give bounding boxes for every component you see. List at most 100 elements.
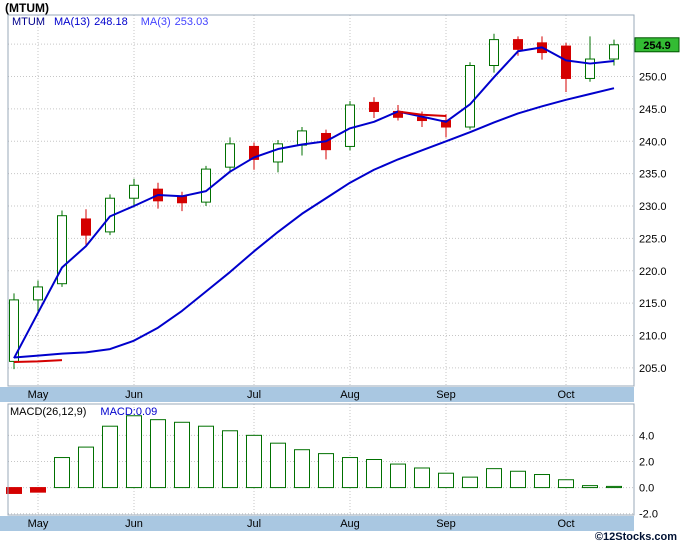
month-label: May bbox=[28, 389, 49, 401]
macd-bar bbox=[102, 425, 118, 489]
legend-ma3-value: 253.03 bbox=[174, 16, 209, 28]
price-y-tick-label: 250.0 bbox=[639, 72, 667, 84]
price-y-tick-label: 230.0 bbox=[639, 201, 667, 213]
macd-bar bbox=[582, 485, 598, 489]
macd-legend: MACD(26,12,9) MACD:0.09 bbox=[10, 406, 157, 418]
price-y-tick-label: 215.0 bbox=[639, 298, 667, 310]
macd-bar bbox=[342, 457, 358, 489]
candle-body bbox=[369, 101, 379, 112]
macd-bar bbox=[270, 442, 286, 489]
price-y-axis: 255.0250.0245.0240.0235.0230.0225.0220.0… bbox=[639, 39, 667, 375]
macd-value-label: MACD:0.09 bbox=[100, 406, 158, 418]
legend-ma13-value: 248.18 bbox=[94, 16, 128, 28]
month-band-macd: May Jun Jul Aug Sep Oct bbox=[0, 516, 634, 531]
page-title: (MTUM) bbox=[5, 1, 49, 15]
macd-bar bbox=[510, 470, 526, 489]
candle-body bbox=[489, 39, 499, 67]
price-tag-box bbox=[634, 37, 680, 53]
price-tag-text: 254.9 bbox=[643, 40, 671, 52]
macd-bar bbox=[366, 459, 382, 489]
candle-body bbox=[609, 44, 619, 60]
legend-symbol: MTUM bbox=[12, 16, 45, 28]
candle-body bbox=[561, 45, 571, 79]
legend-ma3-label: MA(3) bbox=[140, 16, 171, 28]
macd-bar bbox=[150, 419, 166, 489]
macd-y-tick-label: -2.0 bbox=[639, 509, 658, 521]
macd-y-axis: 4.0 2.0 0.0 -2.0 bbox=[639, 430, 658, 520]
candle-body bbox=[57, 215, 67, 285]
ma-red-segments bbox=[13, 110, 447, 364]
price-y-tick-label: 235.0 bbox=[639, 169, 667, 181]
macd-params-label: MACD(26,12,9) bbox=[10, 406, 87, 418]
month-label: May bbox=[28, 518, 49, 530]
macd-bar bbox=[222, 430, 238, 489]
ma-red-segment bbox=[13, 359, 63, 364]
month-band-price: May Jun Jul Aug Sep Oct bbox=[0, 387, 634, 402]
macd-bar bbox=[414, 467, 430, 489]
price-tag: 254.9 bbox=[634, 37, 680, 53]
macd-bar bbox=[486, 468, 502, 489]
macd-bar bbox=[438, 472, 454, 489]
macd-bar bbox=[78, 446, 94, 489]
macd-bar bbox=[390, 463, 406, 489]
month-label: Jun bbox=[125, 389, 143, 401]
candle-body bbox=[273, 143, 283, 163]
candle-body bbox=[129, 184, 139, 199]
month-label: Sep bbox=[436, 518, 456, 530]
month-axis-band bbox=[0, 387, 634, 402]
candle-body bbox=[249, 145, 259, 160]
macd-bar bbox=[318, 453, 334, 489]
legend-ma13-label: MA(13) bbox=[54, 16, 91, 28]
candle-body bbox=[585, 58, 595, 79]
month-label: Oct bbox=[557, 389, 574, 401]
candle-body bbox=[225, 143, 235, 168]
month-label: Jun bbox=[125, 518, 143, 530]
macd-bar bbox=[30, 487, 46, 493]
macd-bar bbox=[54, 457, 70, 489]
ma3-line bbox=[13, 46, 615, 359]
macd-bar bbox=[6, 487, 22, 494]
month-label: Aug bbox=[340, 389, 360, 401]
price-y-tick-label: 205.0 bbox=[639, 363, 667, 375]
ma-red-segment bbox=[397, 110, 447, 118]
candle-body bbox=[345, 104, 355, 147]
price-legend: MTUM MA(13) 248.18 MA(3) 253.03 bbox=[12, 16, 208, 28]
candle-body bbox=[81, 218, 91, 236]
candle-body bbox=[297, 130, 307, 146]
price-y-tick-label: 240.0 bbox=[639, 136, 667, 148]
price-y-tick-label: 225.0 bbox=[639, 233, 667, 245]
macd-bar bbox=[606, 485, 622, 489]
ma13-polyline bbox=[13, 87, 615, 359]
macd-bar bbox=[126, 415, 142, 489]
macd-bar bbox=[198, 425, 214, 489]
macd-bars bbox=[6, 415, 622, 494]
macd-plot-frame bbox=[7, 403, 635, 516]
month-label: Jul bbox=[247, 518, 261, 530]
macd-y-tick-label: 2.0 bbox=[639, 456, 654, 468]
candle-body bbox=[33, 286, 43, 301]
macd-bar bbox=[558, 479, 574, 489]
macd-bar bbox=[174, 421, 190, 489]
macd-plot-border bbox=[7, 403, 635, 516]
macd-bar bbox=[246, 434, 262, 489]
macd-bar bbox=[534, 474, 550, 489]
price-plot-border bbox=[7, 14, 635, 387]
price-y-tick-label: 220.0 bbox=[639, 266, 667, 278]
candle-body bbox=[201, 168, 211, 203]
candle-body bbox=[465, 65, 475, 128]
price-y-tick-label: 245.0 bbox=[639, 104, 667, 116]
macd-y-tick-label: 0.0 bbox=[639, 483, 654, 495]
month-label: Jul bbox=[247, 389, 261, 401]
ma3-polyline bbox=[13, 46, 615, 359]
candle-body bbox=[441, 120, 451, 128]
price-gridlines bbox=[8, 15, 634, 386]
month-axis-band bbox=[0, 516, 634, 531]
ma13-line bbox=[13, 87, 615, 359]
watermark: ©12Stocks.com bbox=[594, 531, 677, 543]
candle-body bbox=[513, 39, 523, 50]
month-label: Oct bbox=[557, 518, 574, 530]
price-y-tick-label: 210.0 bbox=[639, 330, 667, 342]
macd-bar bbox=[294, 449, 310, 489]
